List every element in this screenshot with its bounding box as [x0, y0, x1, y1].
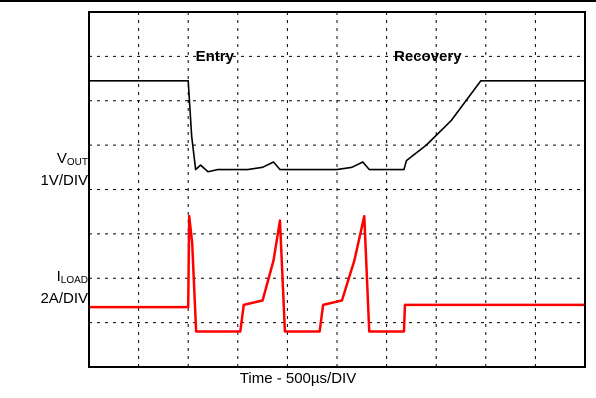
iload-trace: [89, 214, 585, 333]
annotation-recovery: Recovery: [394, 48, 462, 65]
plot-frame: [88, 11, 586, 368]
vout-trace: [89, 79, 585, 173]
vout-label-scale: 1V/DIV: [40, 172, 88, 189]
annotations: Entry Recovery: [196, 48, 463, 65]
vout-label-main: V: [56, 150, 67, 167]
grid: [89, 12, 585, 367]
x-axis-label: Time - 500µs/DIV: [239, 370, 357, 387]
iload-label-main: I: [56, 268, 61, 285]
annotation-entry: Entry: [196, 48, 235, 65]
vout-axis-label: VOUT 1V/DIV: [40, 150, 88, 190]
iload-label-sub: LOAD: [60, 275, 88, 286]
vout-label-sub: OUT: [66, 157, 88, 168]
iload-label-scale: 2A/DIV: [40, 290, 88, 307]
iload-axis-label: ILOAD 2A/DIV: [40, 268, 88, 308]
top-rule: [0, 0, 596, 2]
traces: [89, 79, 585, 333]
